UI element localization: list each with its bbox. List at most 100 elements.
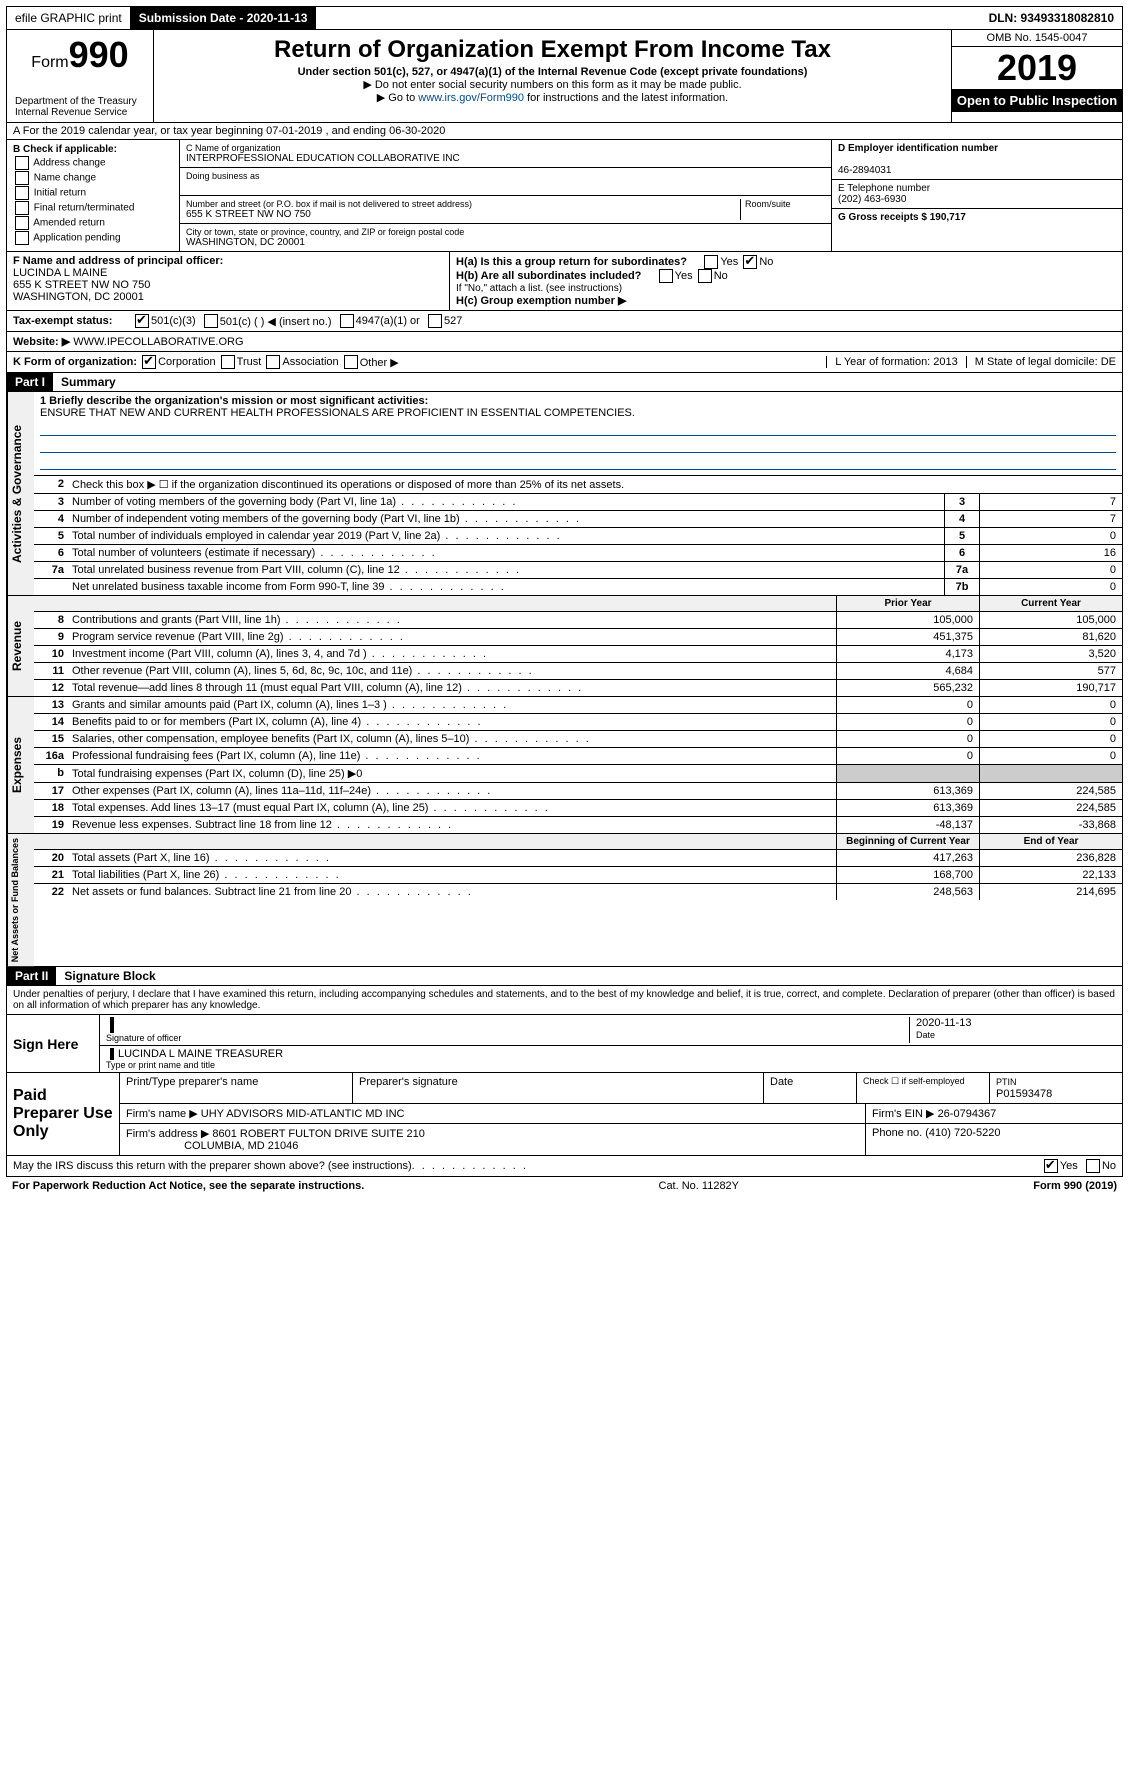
firm-name: UHY ADVISORS MID-ATLANTIC MD INC <box>201 1108 405 1120</box>
firm-addr-label: Firm's address ▶ <box>126 1128 209 1140</box>
tax-exempt-row: Tax-exempt status: 501(c)(3) 501(c) ( ) … <box>6 311 1123 332</box>
ptin-label: PTIN <box>996 1077 1017 1087</box>
summary-line: 4Number of independent voting members of… <box>34 511 1122 528</box>
tab-governance: Activities & Governance <box>7 392 34 595</box>
dept-label: Department of the Treasury <box>15 96 145 107</box>
summary-line: 11Other revenue (Part VIII, column (A), … <box>34 663 1122 680</box>
part2-title: Signature Block <box>56 967 163 985</box>
summary-line: Net unrelated business taxable income fr… <box>34 579 1122 595</box>
prep-name-label: Print/Type preparer's name <box>120 1073 353 1103</box>
website-row: Website: ▶ WWW.IPECOLLABORATIVE.ORG <box>6 332 1123 352</box>
org-city: WASHINGTON, DC 20001 <box>186 237 305 248</box>
check-amended-return[interactable]: Amended return <box>13 216 173 230</box>
org-name: INTERPROFESSIONAL EDUCATION COLLABORATIV… <box>186 153 460 164</box>
hb-label: H(b) Are all subordinates included? <box>456 270 641 282</box>
col-current: Current Year <box>979 596 1122 611</box>
check-final-return[interactable]: Final return/terminated <box>13 201 173 215</box>
date-label: Date <box>916 1030 935 1040</box>
submission-date: Submission Date - 2020-11-13 <box>131 7 317 29</box>
open-to-public: Open to Public Inspection <box>952 89 1122 112</box>
instructions-link[interactable]: www.irs.gov/Form990 <box>418 92 524 104</box>
line2-desc: Check this box ▶ ☐ if the organization d… <box>68 476 1122 493</box>
omb-number: OMB No. 1545-0047 <box>952 30 1122 47</box>
addr-label: Number and street (or P.O. box if mail i… <box>186 199 740 209</box>
dln: DLN: 93493318082810 <box>981 7 1122 29</box>
paid-preparer-label: Paid Preparer Use Only <box>7 1073 120 1155</box>
discuss-question: May the IRS discuss this return with the… <box>13 1160 412 1172</box>
summary-line: 7aTotal unrelated business revenue from … <box>34 562 1122 579</box>
goto-note: ▶ Go to www.irs.gov/Form990 for instruct… <box>162 91 943 104</box>
summary-line: 9Program service revenue (Part VIII, lin… <box>34 629 1122 646</box>
fghij-block: F Name and address of principal officer:… <box>6 252 1123 311</box>
top-bar: efile GRAPHIC print Submission Date - 20… <box>6 6 1123 30</box>
firm-phone: (410) 720-5220 <box>925 1127 1000 1139</box>
check-address-change[interactable]: Address change <box>13 156 173 170</box>
year-formation: L Year of formation: 2013 <box>826 356 958 368</box>
form-ref: Form 990 (2019) <box>1033 1180 1117 1192</box>
summary-line: 12Total revenue—add lines 8 through 11 (… <box>34 680 1122 696</box>
summary-line: 19Revenue less expenses. Subtract line 1… <box>34 817 1122 833</box>
officer-name: LUCINDA L MAINE <box>13 267 107 279</box>
form-header: Form990 Department of the Treasury Inter… <box>6 30 1123 123</box>
prep-date-label: Date <box>764 1073 857 1103</box>
phone-value: (202) 463-6930 <box>838 194 906 205</box>
sig-officer-label: Signature of officer <box>106 1033 909 1043</box>
firm-phone-label: Phone no. <box>872 1127 922 1139</box>
officer-name-title: LUCINDA L MAINE TREASURER <box>118 1048 283 1060</box>
part1-title: Summary <box>53 373 124 391</box>
hb-note: If "No," attach a list. (see instruction… <box>456 283 1116 294</box>
cat-no: Cat. No. 11282Y <box>364 1180 1033 1192</box>
summary-line: 22Net assets or fund balances. Subtract … <box>34 884 1122 900</box>
discuss-yes: Yes <box>1060 1160 1078 1172</box>
summary-line: 15Salaries, other compensation, employee… <box>34 731 1122 748</box>
state-domicile: M State of legal domicile: DE <box>966 356 1116 368</box>
firm-ein: 26-0794367 <box>938 1108 997 1120</box>
ha-no: No <box>759 256 773 268</box>
efile-graphic-print[interactable]: efile GRAPHIC print <box>7 7 131 29</box>
summary-line: 8Contributions and grants (Part VIII, li… <box>34 612 1122 629</box>
summary-line: 17Other expenses (Part IX, column (A), l… <box>34 783 1122 800</box>
part1-header: Part I <box>7 373 53 391</box>
mission-label: 1 Briefly describe the organization's mi… <box>40 395 428 407</box>
gross-receipts: G Gross receipts $ 190,717 <box>838 212 966 223</box>
org-name-label: C Name of organization <box>186 143 825 153</box>
ssn-note: ▶ Do not enter social security numbers o… <box>162 78 943 91</box>
hc-label: H(c) Group exemption number ▶ <box>456 295 626 307</box>
firm-addr2: COLUMBIA, MD 21046 <box>184 1140 298 1152</box>
prep-sig-label: Preparer's signature <box>353 1073 764 1103</box>
check-application-pending[interactable]: Application pending <box>13 231 173 245</box>
col-end: End of Year <box>979 834 1122 849</box>
summary-line: 13Grants and similar amounts paid (Part … <box>34 697 1122 714</box>
tab-net-assets: Net Assets or Fund Balances <box>7 834 34 966</box>
tax-period: A For the 2019 calendar year, or tax yea… <box>6 123 1123 140</box>
entity-block: B Check if applicable: Address change Na… <box>6 140 1123 252</box>
perjury-statement: Under penalties of perjury, I declare th… <box>7 986 1122 1014</box>
pra-notice: For Paperwork Reduction Act Notice, see … <box>12 1180 364 1192</box>
irs-label: Internal Revenue Service <box>15 107 145 118</box>
summary-line: 16aProfessional fundraising fees (Part I… <box>34 748 1122 765</box>
form-org-row: K Form of organization: Corporation Trus… <box>6 352 1123 373</box>
form-subtitle: Under section 501(c), 527, or 4947(a)(1)… <box>162 66 943 78</box>
check-name-change[interactable]: Name change <box>13 171 173 185</box>
firm-addr1: 8601 ROBERT FULTON DRIVE SUITE 210 <box>212 1128 425 1140</box>
firm-ein-label: Firm's EIN ▶ <box>872 1108 935 1120</box>
section-b-label: B Check if applicable: <box>13 144 117 155</box>
self-employed-check[interactable]: Check ☐ if self-employed <box>857 1073 990 1103</box>
room-label: Room/suite <box>745 199 825 209</box>
summary-line: 18Total expenses. Add lines 13–17 (must … <box>34 800 1122 817</box>
tab-expenses: Expenses <box>7 697 34 833</box>
city-label: City or town, state or province, country… <box>186 227 825 237</box>
website-value: WWW.IPECOLLABORATIVE.ORG <box>73 336 243 348</box>
summary-line: 5Total number of individuals employed in… <box>34 528 1122 545</box>
summary-line: bTotal fundraising expenses (Part IX, co… <box>34 765 1122 783</box>
summary-line: 3Number of voting members of the governi… <box>34 494 1122 511</box>
form-number: Form990 <box>15 34 145 76</box>
tab-revenue: Revenue <box>7 596 34 696</box>
ein-label: D Employer identification number <box>838 143 998 154</box>
check-initial-return[interactable]: Initial return <box>13 186 173 200</box>
summary-line: 21Total liabilities (Part X, line 26)168… <box>34 867 1122 884</box>
org-address: 655 K STREET NW NO 750 <box>186 209 311 220</box>
officer-addr1: 655 K STREET NW NO 750 <box>13 279 150 291</box>
type-name-label: Type or print name and title <box>106 1060 1116 1070</box>
part2-header: Part II <box>7 967 56 985</box>
